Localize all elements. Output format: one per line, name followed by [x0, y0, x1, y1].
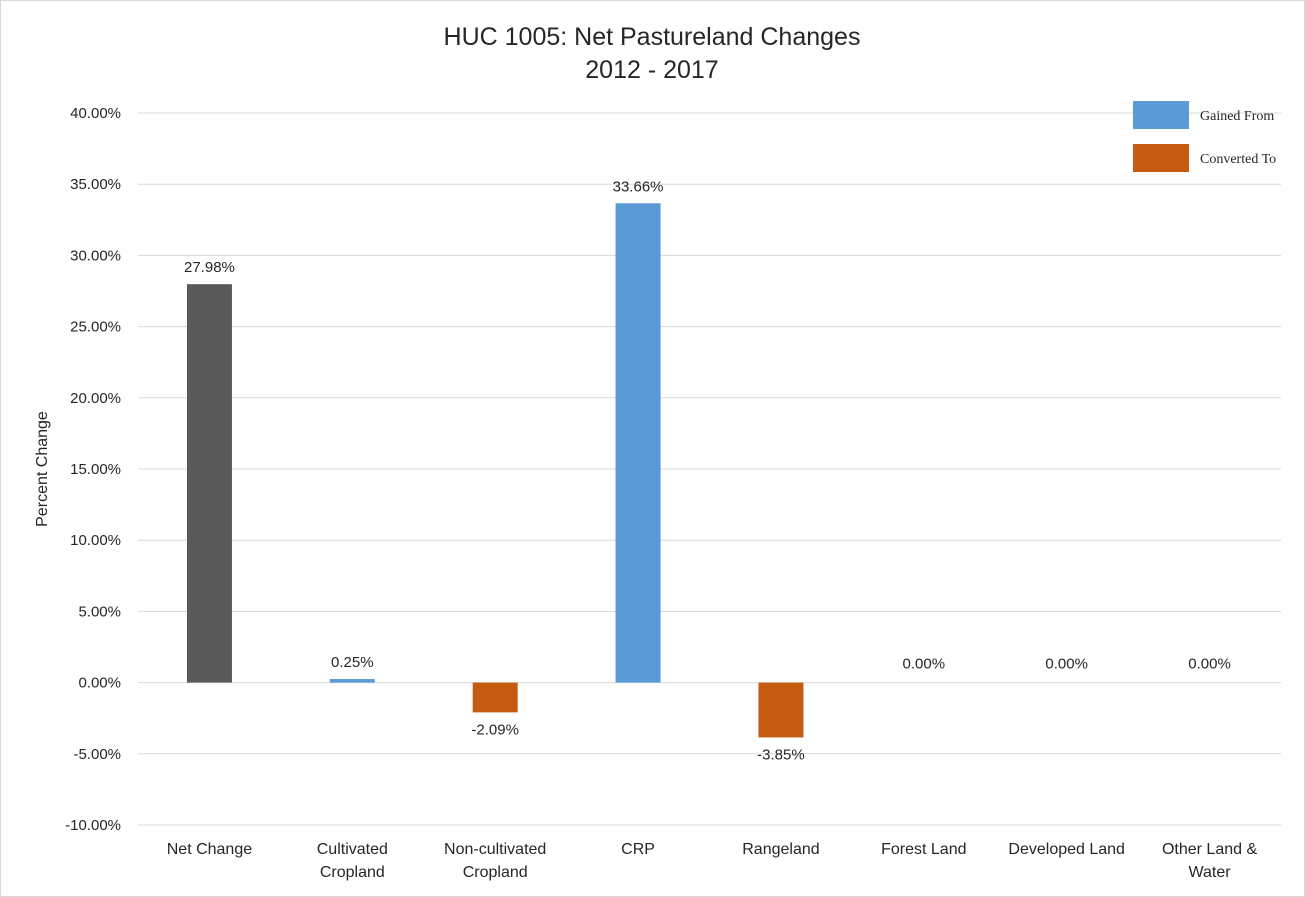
y-tick-label: 10.00%	[70, 532, 121, 549]
y-tick-label: 25.00%	[70, 319, 121, 336]
x-category-label: Developed Land	[1008, 841, 1125, 858]
y-axis-ticks: -10.00% -5.00% 0.00% 5.00% 10.00% 15.00% 20.00…	[65, 105, 121, 834]
y-tick-label: 15.00%	[70, 461, 121, 478]
gridlines	[138, 112, 1281, 826]
x-category-label: Non-cultivated	[444, 841, 546, 858]
y-tick-label: -5.00%	[73, 746, 121, 763]
data-label: -3.85%	[757, 746, 805, 763]
data-label: 0.00%	[903, 656, 946, 673]
y-tick-label: -10.00%	[65, 817, 121, 834]
data-label: 33.66%	[613, 178, 664, 195]
legend: Gained From Converted To	[1133, 101, 1276, 172]
chart-title: HUC 1005: Net Pastureland Changes 2012 - …	[444, 23, 861, 84]
y-tick-label: 0.00%	[78, 675, 121, 692]
y-tick-label: 5.00%	[78, 603, 121, 620]
x-category-label: CRP	[621, 841, 655, 858]
x-category-label: Cropland	[463, 864, 528, 881]
bar-gained	[615, 203, 661, 683]
data-label: 0.00%	[1188, 656, 1231, 673]
y-tick-label: 35.00%	[70, 176, 121, 193]
data-label: 0.25%	[331, 654, 374, 671]
bars	[186, 203, 804, 738]
y-axis-title-text: Percent Change	[34, 411, 51, 527]
x-category-label: Cultivated	[317, 841, 388, 858]
y-tick-label: 40.00%	[70, 105, 121, 122]
y-tick-label: 20.00%	[70, 390, 121, 407]
chart-title-line: 2012 - 2017	[585, 56, 718, 84]
bar-converted	[472, 682, 518, 713]
bar-net	[186, 284, 232, 683]
x-category-label: Water	[1189, 864, 1232, 881]
data-label: 0.00%	[1045, 656, 1088, 673]
legend-label: Gained From	[1200, 109, 1274, 124]
data-labels: 27.98% 0.25% -2.09% 33.66% -3.85% 0.00% 0.00% 0…	[184, 178, 1231, 763]
bar-gained	[329, 679, 375, 683]
bar-converted	[758, 682, 804, 738]
x-category-label: Other Land &	[1162, 841, 1258, 858]
x-axis-categories: Net Change Cultivated Cropland Non-cultivat…	[167, 841, 1258, 881]
y-tick-label: 30.00%	[70, 247, 121, 264]
x-category-label: Rangeland	[742, 841, 819, 858]
y-axis-title: Percent Change	[34, 411, 51, 527]
x-category-label: Net Change	[167, 841, 252, 858]
data-label: -2.09%	[471, 721, 519, 738]
x-category-label: Forest Land	[881, 841, 966, 858]
data-label: 27.98%	[184, 259, 235, 276]
legend-swatch-gained	[1133, 101, 1189, 129]
legend-swatch-converted	[1133, 144, 1189, 172]
chart-title-line: HUC 1005: Net Pastureland Changes	[444, 23, 861, 51]
x-category-label: Cropland	[320, 864, 385, 881]
legend-label: Converted To	[1200, 152, 1276, 167]
